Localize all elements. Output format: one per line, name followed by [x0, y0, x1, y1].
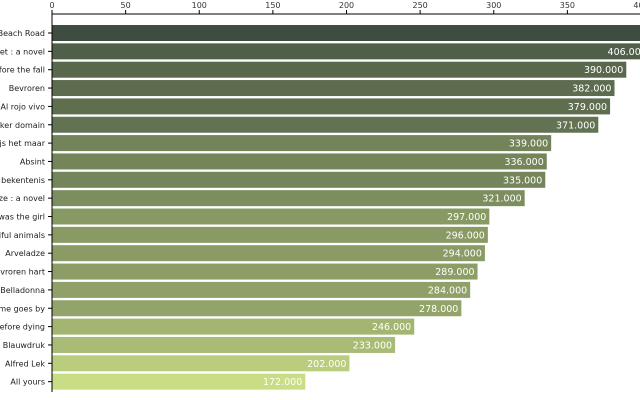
bar: [52, 25, 640, 41]
bar: [52, 135, 552, 152]
bar-value-label: 297.000: [447, 212, 486, 223]
category-label: Absint: [20, 157, 45, 166]
bar: [52, 61, 627, 78]
category-label: before dying: [0, 323, 45, 332]
bars: 440.000406.000390.000382.000379.000371.0…: [52, 25, 640, 390]
bar-value-label: 371.000: [556, 120, 595, 131]
x-tick-label: 0: [49, 1, 54, 10]
bar: [52, 116, 599, 133]
bar-value-label: 390.000: [584, 65, 623, 76]
bar-value-label: 284.000: [428, 285, 467, 296]
category-label: rker domain: [0, 121, 45, 130]
category-label: tiful animals: [0, 231, 45, 240]
x-tick-label: 50: [121, 1, 131, 10]
category-label: Bevroren: [9, 84, 45, 93]
bar: [52, 355, 350, 372]
bar: [52, 336, 396, 353]
category-label: ime goes by: [0, 304, 45, 313]
bar: [52, 300, 462, 317]
bar-value-label: 382.000: [572, 84, 611, 95]
bar: [52, 263, 478, 280]
bar-value-label: 278.000: [419, 304, 458, 315]
bar-value-label: 172.000: [263, 377, 302, 388]
bar: [52, 171, 546, 188]
bar-value-label: 335.000: [503, 175, 542, 186]
bar-value-label: 321.000: [482, 194, 521, 205]
category-label: efore the fall: [0, 66, 45, 75]
bar: [52, 281, 471, 298]
bar: [52, 226, 488, 243]
category-label: Alfred Lek: [5, 359, 45, 368]
category-label: was the girl: [0, 213, 45, 222]
bar: [52, 43, 640, 60]
bar-value-label: 379.000: [568, 102, 607, 113]
category-label: evroren hart: [0, 268, 45, 277]
bar-value-label: 294.000: [443, 249, 482, 260]
bar: [52, 245, 485, 262]
bar-value-label: 296.000: [446, 230, 485, 241]
bar-value-label: 289.000: [435, 267, 474, 278]
x-tick-label: 350: [560, 1, 575, 10]
x-tick-label: 400: [633, 1, 640, 10]
x-tick-label: 300: [486, 1, 501, 10]
bar: [52, 373, 306, 390]
category-label: rijs het maar: [0, 139, 46, 148]
bar: [52, 80, 615, 97]
y-axis: Beach Road eet : a novel efore the fall Bev…: [0, 14, 53, 392]
bar-value-label: 406.000: [608, 47, 640, 58]
x-tick-label: 200: [339, 1, 354, 10]
bar-value-label: 202.000: [307, 359, 346, 370]
category-label: All yours: [10, 378, 45, 387]
category-label: Belladonna: [0, 286, 45, 295]
bar: [52, 98, 611, 115]
bar: [52, 190, 525, 207]
x-axis: 0 50 100 150 200 250 300 350 400: [49, 1, 640, 15]
bar-value-label: 339.000: [509, 139, 548, 150]
category-label: aze : a novel: [0, 194, 45, 203]
category-label: Al rojo vivo: [1, 102, 46, 111]
category-label: eet : a novel: [0, 47, 45, 56]
bar: [52, 318, 415, 335]
category-label: Beach Road: [0, 29, 45, 38]
bar: [52, 208, 490, 225]
x-tick-label: 100: [192, 1, 207, 10]
category-label: e bekentenis: [0, 176, 45, 185]
bar-value-label: 336.000: [504, 157, 543, 168]
bar-value-label: 233.000: [353, 340, 392, 351]
bar: [52, 153, 547, 170]
category-label: Arveladze: [5, 249, 45, 258]
category-label: Blauwdruk: [3, 341, 46, 350]
x-tick-label: 150: [265, 1, 280, 10]
x-tick-label: 250: [412, 1, 427, 10]
bar-value-label: 246.000: [372, 322, 411, 333]
